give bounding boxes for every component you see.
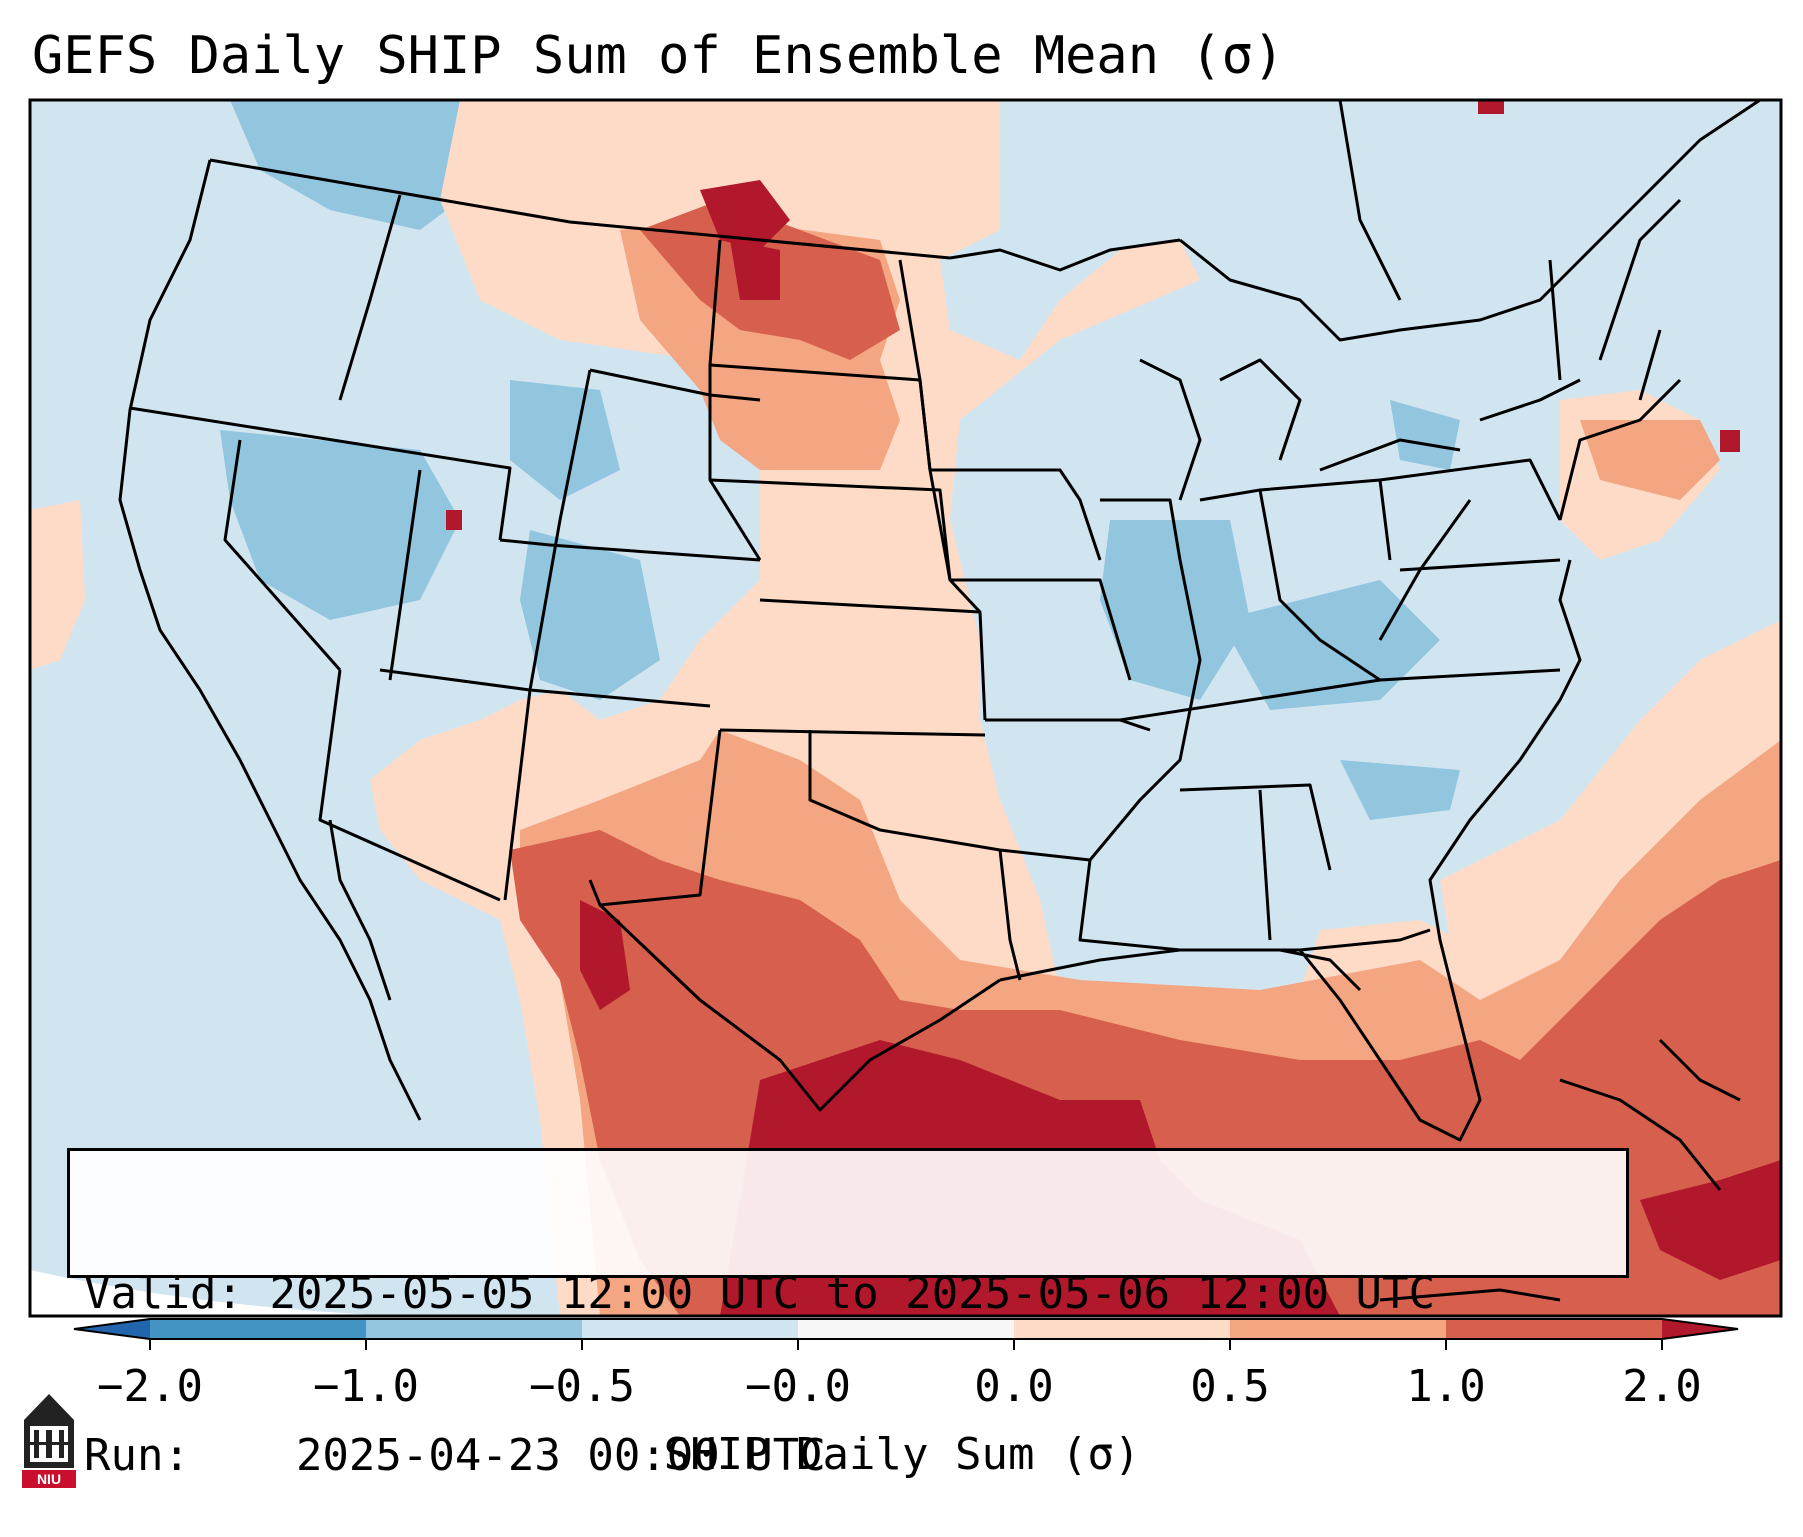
- negative-region: [1100, 520, 1250, 700]
- colorbar-tick-label: −0.5: [529, 1361, 635, 1412]
- state-line: [999, 848, 1181, 952]
- baja-coast: [328, 819, 392, 1001]
- state-line: [388, 469, 422, 681]
- west-coast: [118, 159, 422, 1121]
- valid-value: 2025-05-05 12:00 UTC to 2025-05-06 12:00…: [269, 1268, 1436, 1319]
- negative-region: [1340, 760, 1460, 820]
- negative-region: [1390, 400, 1460, 470]
- positive-region: [30, 500, 85, 670]
- state-line: [1558, 378, 1682, 521]
- colorbar-bin: [366, 1319, 582, 1339]
- info-box: Valid: 2025-05-05 12:00 UTC to 2025-05-0…: [67, 1148, 1629, 1481]
- state-line: [1179, 783, 1332, 871]
- state-line: [528, 369, 592, 691]
- us-canada-border: [949, 238, 1181, 272]
- logo-badge: [22, 1470, 76, 1488]
- state-line: [998, 849, 1022, 981]
- east-coast: [1298, 559, 1582, 1142]
- state-line: [1088, 559, 1202, 861]
- valid-label: Valid:: [84, 1268, 243, 1319]
- state-line: [588, 729, 722, 907]
- map-field: [30, 100, 1781, 1316]
- negative-region: [220, 430, 460, 620]
- colorbar-tick-label: 1.0: [1406, 1361, 1486, 1412]
- great-lakes-canada: [1179, 100, 1761, 342]
- state-line: [1378, 499, 1472, 641]
- state-line: [719, 728, 986, 737]
- state-line: [808, 730, 1001, 852]
- islands: [1658, 1038, 1741, 1102]
- state-line: [930, 468, 1102, 561]
- lake-huron: [1219, 358, 1302, 461]
- positive-region: [1580, 420, 1720, 500]
- state-line: [499, 538, 761, 562]
- state-line: [1258, 789, 1272, 941]
- boundaries: [118, 100, 1761, 1302]
- colorbar-bin: [1446, 1319, 1662, 1339]
- map-frame: [28, 98, 1783, 1318]
- colorbar-tick-label: 2.0: [1622, 1361, 1702, 1412]
- run-line: Run: 2025-04-23 00:00 UTC: [84, 1429, 1612, 1483]
- negative-region: [230, 100, 470, 230]
- state-line: [1548, 259, 1562, 381]
- lake-michigan: [1139, 358, 1202, 501]
- extreme-region: [730, 240, 780, 300]
- colorbar-tick-label: −2.0: [97, 1361, 203, 1412]
- extreme-region: [700, 180, 790, 250]
- colorbar-tick-label: 0.5: [1190, 1361, 1270, 1412]
- state-line: [1258, 489, 1381, 682]
- run-label: Run:: [84, 1430, 190, 1481]
- niu-logo: NIU: [22, 1394, 76, 1488]
- colorbar-ticks: [149, 1339, 1663, 1350]
- state-line: [129, 406, 512, 541]
- colorbar: [73, 1318, 1739, 1350]
- colorbar-extend-low: [74, 1319, 150, 1339]
- state-line: [1100, 498, 1182, 561]
- extreme-region: [580, 900, 630, 1010]
- state-line: [1638, 329, 1662, 401]
- extreme-region: [1720, 430, 1740, 452]
- cuba-coast: [1379, 1288, 1561, 1302]
- state-line: [1379, 458, 1562, 521]
- colorbar-bin: [798, 1319, 1014, 1339]
- negative-region: [510, 380, 620, 500]
- state-line: [318, 669, 501, 902]
- colorbar-title: SHIP Daily Sum (σ): [663, 1429, 1141, 1480]
- us-canada-border: [209, 158, 951, 260]
- colorbar-tick-label: −1.0: [313, 1361, 419, 1412]
- colorbar-extend-high: [1662, 1319, 1738, 1339]
- extreme-region: [446, 510, 462, 530]
- projection-edge: [30, 1270, 650, 1316]
- state-line: [950, 578, 1132, 681]
- gulf-coast: [999, 948, 1362, 992]
- valid-line: Valid: 2025-05-05 12:00 UTC to 2025-05-0…: [84, 1267, 1612, 1321]
- extreme-region: [1478, 100, 1504, 114]
- state-line: [503, 689, 532, 901]
- colorbar-tick-label: 0.0: [974, 1361, 1054, 1412]
- colorbar-bin: [582, 1319, 798, 1339]
- colorbar-bin: [1014, 1319, 1230, 1339]
- state-line: [1338, 100, 1402, 301]
- state-line: [709, 478, 952, 581]
- page-title: GEFS Daily SHIP Sum of Ensemble Mean (σ): [32, 26, 1285, 86]
- state-line: [223, 439, 342, 671]
- state-line: [1598, 198, 1682, 361]
- state-line: [1399, 558, 1561, 572]
- state-line: [338, 194, 402, 401]
- negative-region: [520, 530, 660, 700]
- state-line: [708, 239, 762, 561]
- extreme-region: [1640, 1160, 1781, 1280]
- run-value: 2025-04-23 00:00 UTC: [295, 1430, 826, 1481]
- texas-coast: [598, 903, 1001, 1112]
- lake-erie: [1319, 438, 1461, 472]
- colorbar-bin: [1230, 1319, 1446, 1339]
- colorbar-tick-label: −0.0: [745, 1361, 851, 1412]
- state-line: [1199, 478, 1392, 561]
- logo-text: NIU: [37, 1471, 61, 1487]
- cuba-coast: [1559, 1078, 1722, 1191]
- colorbar-bin: [150, 1319, 366, 1339]
- lake-ontario: [1479, 378, 1581, 422]
